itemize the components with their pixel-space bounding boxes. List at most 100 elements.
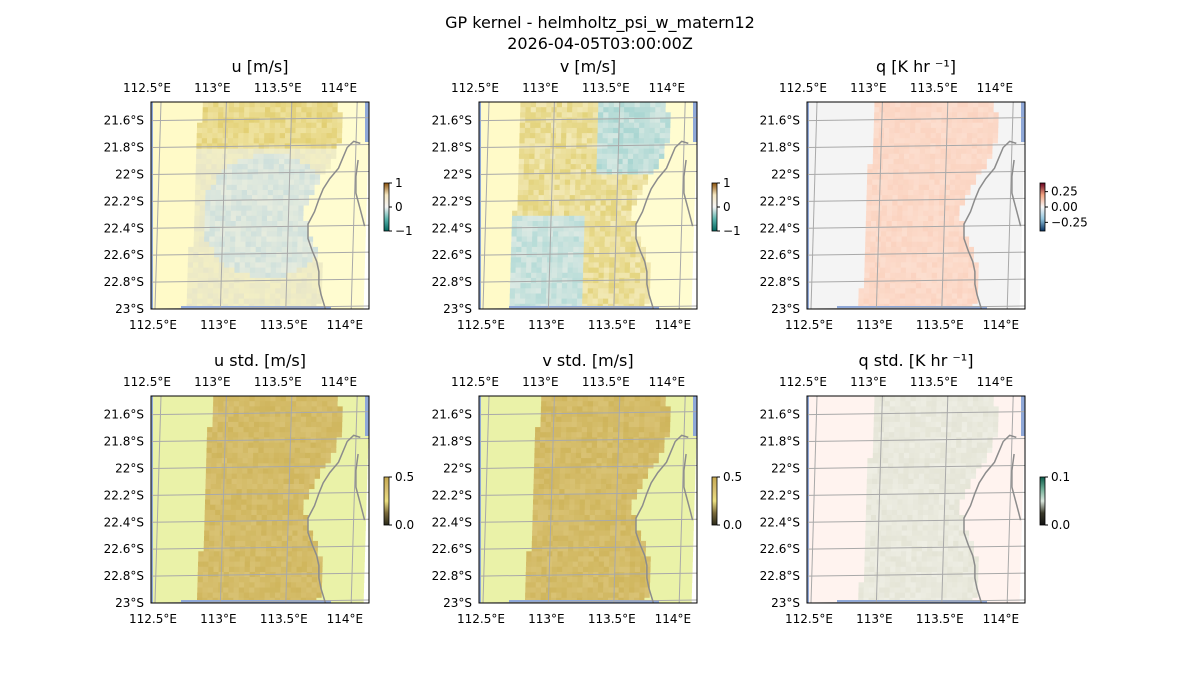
heatmap-cell	[641, 231, 648, 238]
heatmap-cell	[961, 158, 967, 165]
heatmap-cell	[200, 179, 207, 186]
heatmap-cell	[858, 277, 865, 284]
heatmap-cell	[988, 117, 994, 124]
heatmap-cell	[342, 283, 349, 289]
heatmap-cell	[952, 288, 958, 295]
heatmap-cell	[253, 148, 260, 155]
heatmap-cell	[605, 221, 611, 227]
heatmap-cell	[493, 143, 500, 150]
heatmap-cell	[596, 164, 603, 170]
heatmap-cell	[536, 272, 543, 279]
heatmap-cell	[208, 272, 215, 279]
heatmap-cell	[349, 231, 356, 238]
heatmap-cell	[512, 200, 519, 207]
heatmap-cell	[508, 174, 514, 181]
heatmap-cell	[837, 288, 844, 295]
heatmap-cell	[535, 293, 542, 300]
heatmap-cell	[508, 158, 515, 165]
heatmap-cell	[818, 231, 825, 238]
heatmap-cell	[254, 127, 260, 134]
heatmap-cell	[643, 153, 650, 160]
heatmap-cell	[254, 117, 261, 124]
heatmap-cell	[291, 267, 298, 274]
heatmap-cell	[151, 138, 156, 144]
heatmap-cell	[686, 102, 693, 108]
heatmap-cell	[552, 236, 559, 243]
heatmap-cell	[655, 267, 662, 274]
heatmap-cell	[986, 158, 993, 165]
heatmap-cell	[584, 236, 590, 243]
heatmap-cell	[678, 205, 685, 212]
heatmap-cell	[226, 174, 233, 181]
heatmap-cell	[851, 190, 857, 196]
heatmap-cell	[635, 257, 642, 264]
heatmap-cell	[295, 138, 301, 144]
heatmap-cell	[506, 215, 513, 222]
heatmap-cell	[638, 158, 644, 165]
heatmap-cell	[983, 117, 989, 124]
heatmap-cell	[213, 267, 220, 274]
heatmap-cell	[905, 107, 912, 113]
heatmap-cell	[159, 158, 166, 165]
heatmap-cell	[959, 195, 966, 201]
heatmap-cell	[889, 117, 896, 124]
heatmap-cell	[230, 210, 237, 217]
heatmap-cell	[894, 122, 901, 129]
heatmap-cell	[889, 107, 896, 113]
heatmap-cell	[832, 127, 838, 134]
heatmap-cell	[807, 133, 812, 139]
heatmap-cell	[228, 107, 235, 113]
heatmap-cell	[538, 200, 545, 207]
heatmap-cell	[526, 267, 532, 274]
heatmap-cell	[515, 277, 522, 284]
heatmap-cell	[822, 283, 829, 289]
heatmap-cell	[174, 174, 181, 181]
heatmap-cell	[355, 210, 362, 217]
heatmap-cell	[690, 148, 697, 155]
heatmap-cell	[525, 272, 532, 279]
heatmap-cell	[335, 190, 341, 196]
heatmap-cell	[653, 158, 660, 165]
heatmap-cell	[866, 210, 872, 217]
lat-tick-label: 22.6°S	[104, 248, 144, 262]
heatmap-cell	[674, 158, 681, 165]
heatmap-cell	[526, 241, 533, 248]
heatmap-cell	[574, 221, 580, 227]
heatmap-cell	[648, 174, 654, 181]
heatmap-cell	[949, 200, 956, 207]
heatmap-cell	[854, 252, 861, 258]
heatmap-cell	[257, 179, 264, 186]
heatmap-cell	[935, 138, 942, 144]
heatmap-cell	[169, 184, 176, 191]
heatmap-cell	[213, 283, 219, 289]
lon-tick-label-bottom: 114°E	[327, 318, 364, 332]
heatmap-cell	[515, 107, 521, 113]
heatmap-cell	[671, 257, 678, 264]
heatmap-cell	[197, 277, 204, 284]
heatmap-cell	[571, 148, 577, 155]
heatmap-cell	[843, 107, 849, 113]
heatmap-cell	[665, 122, 671, 129]
heatmap-cell	[867, 164, 874, 170]
heatmap-cell	[638, 143, 645, 150]
heatmap-cell	[187, 272, 194, 279]
heatmap-cell	[319, 184, 326, 191]
heatmap-cell	[499, 283, 506, 289]
heatmap-cell	[873, 122, 880, 129]
heatmap-cell	[217, 133, 224, 139]
heatmap-cell	[871, 215, 877, 222]
heatmap-cell	[517, 210, 524, 217]
heatmap-cell	[1002, 164, 1009, 170]
heatmap-cell	[504, 107, 511, 113]
heatmap-cell	[988, 272, 995, 279]
heatmap-cell	[889, 283, 896, 289]
heatmap-cell	[262, 179, 269, 186]
heatmap-cell	[532, 241, 538, 248]
heatmap-cell	[529, 133, 536, 139]
heatmap-cell	[981, 184, 987, 191]
heatmap-cell	[858, 117, 865, 124]
heatmap-cell	[988, 102, 995, 108]
heatmap-cell	[207, 122, 214, 129]
heatmap-cell	[916, 246, 923, 253]
heatmap-cell	[665, 277, 672, 284]
